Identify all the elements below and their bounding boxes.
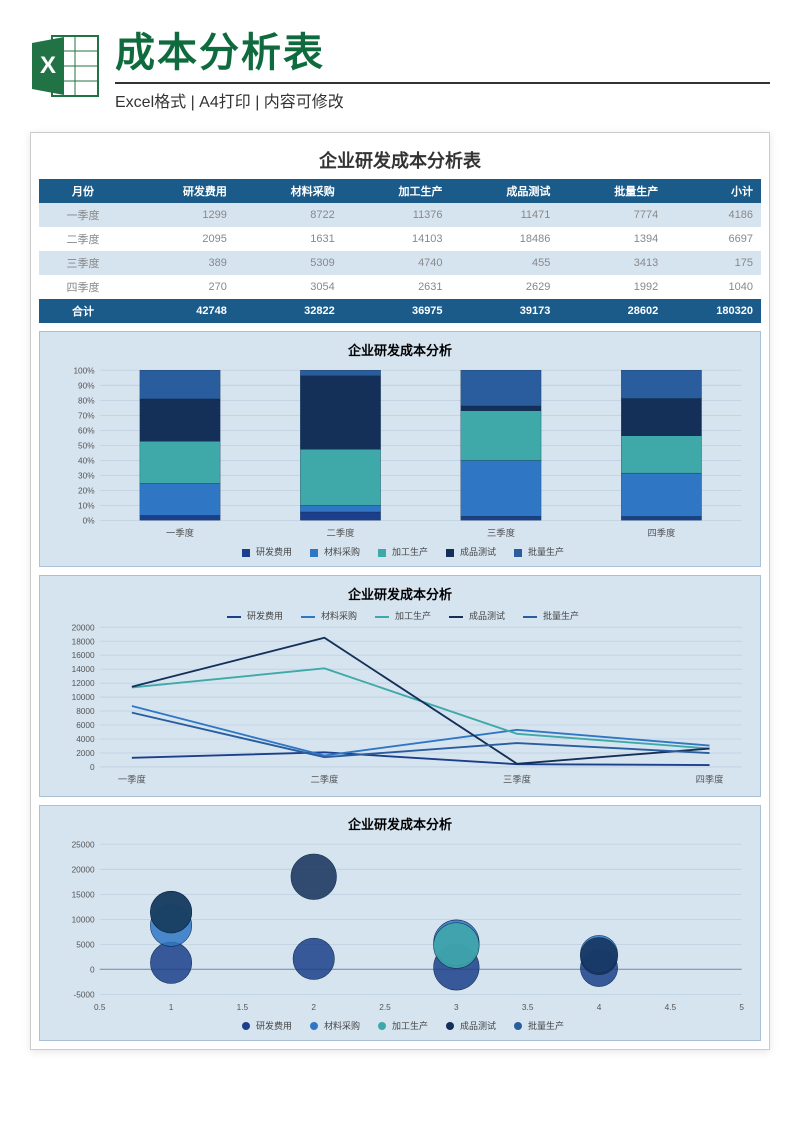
svg-text:0.5: 0.5: [94, 1002, 106, 1011]
svg-text:15000: 15000: [72, 890, 95, 899]
page-title: 成本分析表: [115, 20, 770, 78]
svg-text:0%: 0%: [83, 516, 96, 525]
svg-text:10000: 10000: [72, 915, 95, 924]
svg-text:-5000: -5000: [73, 990, 95, 999]
svg-text:50%: 50%: [78, 441, 95, 450]
svg-text:二季度: 二季度: [327, 527, 355, 538]
svg-text:14000: 14000: [72, 665, 95, 674]
excel-icon: X: [30, 31, 100, 101]
svg-text:12000: 12000: [72, 679, 95, 688]
svg-text:一季度: 一季度: [118, 773, 146, 784]
svg-text:1.5: 1.5: [237, 1002, 249, 1011]
svg-text:3.5: 3.5: [522, 1002, 534, 1011]
svg-text:1: 1: [169, 1002, 174, 1011]
svg-text:30%: 30%: [78, 471, 95, 480]
svg-text:90%: 90%: [78, 381, 95, 390]
svg-text:100%: 100%: [73, 366, 95, 375]
svg-text:60%: 60%: [78, 426, 95, 435]
svg-text:一季度: 一季度: [166, 527, 194, 538]
svg-text:10000: 10000: [72, 693, 95, 702]
svg-text:2000: 2000: [76, 749, 95, 758]
svg-text:2.5: 2.5: [379, 1002, 391, 1011]
page-subtitle: Excel格式 | A4打印 | 内容可修改: [115, 82, 770, 112]
svg-text:三季度: 三季度: [503, 773, 531, 784]
column-header: 研发费用: [127, 179, 235, 203]
svg-text:18000: 18000: [72, 637, 95, 646]
svg-text:4.5: 4.5: [665, 1002, 677, 1011]
svg-text:20000: 20000: [72, 865, 95, 874]
column-header: 成品测试: [451, 179, 559, 203]
chart-title: 企业研发成本分析: [48, 814, 752, 833]
svg-text:10%: 10%: [78, 501, 95, 510]
column-header: 批量生产: [558, 179, 666, 203]
table-row: 二季度20951631141031848613946697: [39, 227, 761, 251]
svg-text:三季度: 三季度: [487, 527, 515, 538]
svg-text:5000: 5000: [76, 940, 95, 949]
legend: 研发费用材料采购加工生产成品测试批量生产: [48, 609, 752, 622]
svg-text:四季度: 四季度: [647, 527, 675, 538]
line-chart: 企业研发成本分析 研发费用材料采购加工生产成品测试批量生产 0 2000 4000 6…: [39, 575, 761, 797]
svg-text:4: 4: [597, 1002, 602, 1011]
svg-text:80%: 80%: [78, 396, 95, 405]
sheet-container: 企业研发成本分析表 月份研发费用材料采购加工生产成品测试批量生产小计 一季度12…: [30, 132, 770, 1050]
svg-text:X: X: [40, 52, 56, 79]
column-header: 月份: [39, 179, 127, 203]
sheet-title: 企业研发成本分析表: [39, 141, 761, 179]
svg-text:6000: 6000: [76, 721, 95, 730]
svg-text:20%: 20%: [78, 486, 95, 495]
bubble-chart: 企业研发成本分析 -5000 0 5000 10000 15000 20000 25000 0…: [39, 805, 761, 1041]
column-header: 材料采购: [235, 179, 343, 203]
svg-text:3: 3: [454, 1002, 459, 1011]
svg-text:0: 0: [90, 763, 95, 772]
cost-table: 月份研发费用材料采购加工生产成品测试批量生产小计 一季度129987221137…: [39, 179, 761, 323]
chart-title: 企业研发成本分析: [48, 584, 752, 603]
svg-text:5: 5: [739, 1002, 744, 1011]
svg-text:四季度: 四季度: [696, 773, 724, 784]
svg-text:70%: 70%: [78, 411, 95, 420]
svg-text:25000: 25000: [72, 840, 95, 849]
svg-text:2: 2: [311, 1002, 316, 1011]
table-row: 三季度389530947404553413175: [39, 251, 761, 275]
legend: 研发费用材料采购加工生产成品测试批量生产: [48, 1019, 752, 1032]
column-header: 小计: [666, 179, 761, 203]
page-header: X 成本分析表 Excel格式 | A4打印 | 内容可修改: [0, 0, 800, 122]
svg-text:二季度: 二季度: [310, 773, 338, 784]
chart-title: 企业研发成本分析: [48, 340, 752, 359]
svg-text:40%: 40%: [78, 456, 95, 465]
stacked-bar-chart: 企业研发成本分析 0% 10% 20% 30% 40% 50% 60% 70% 80% 90% 10…: [39, 331, 761, 567]
svg-text:4000: 4000: [76, 735, 95, 744]
svg-text:16000: 16000: [72, 651, 95, 660]
svg-text:8000: 8000: [76, 707, 95, 716]
column-header: 加工生产: [343, 179, 451, 203]
legend: 研发费用材料采购加工生产成品测试批量生产: [48, 545, 752, 558]
svg-text:0: 0: [90, 965, 95, 974]
table-row: 四季度27030542631262919921040: [39, 275, 761, 299]
table-row: 一季度12998722113761147177744186: [39, 203, 761, 227]
svg-text:20000: 20000: [72, 623, 95, 632]
